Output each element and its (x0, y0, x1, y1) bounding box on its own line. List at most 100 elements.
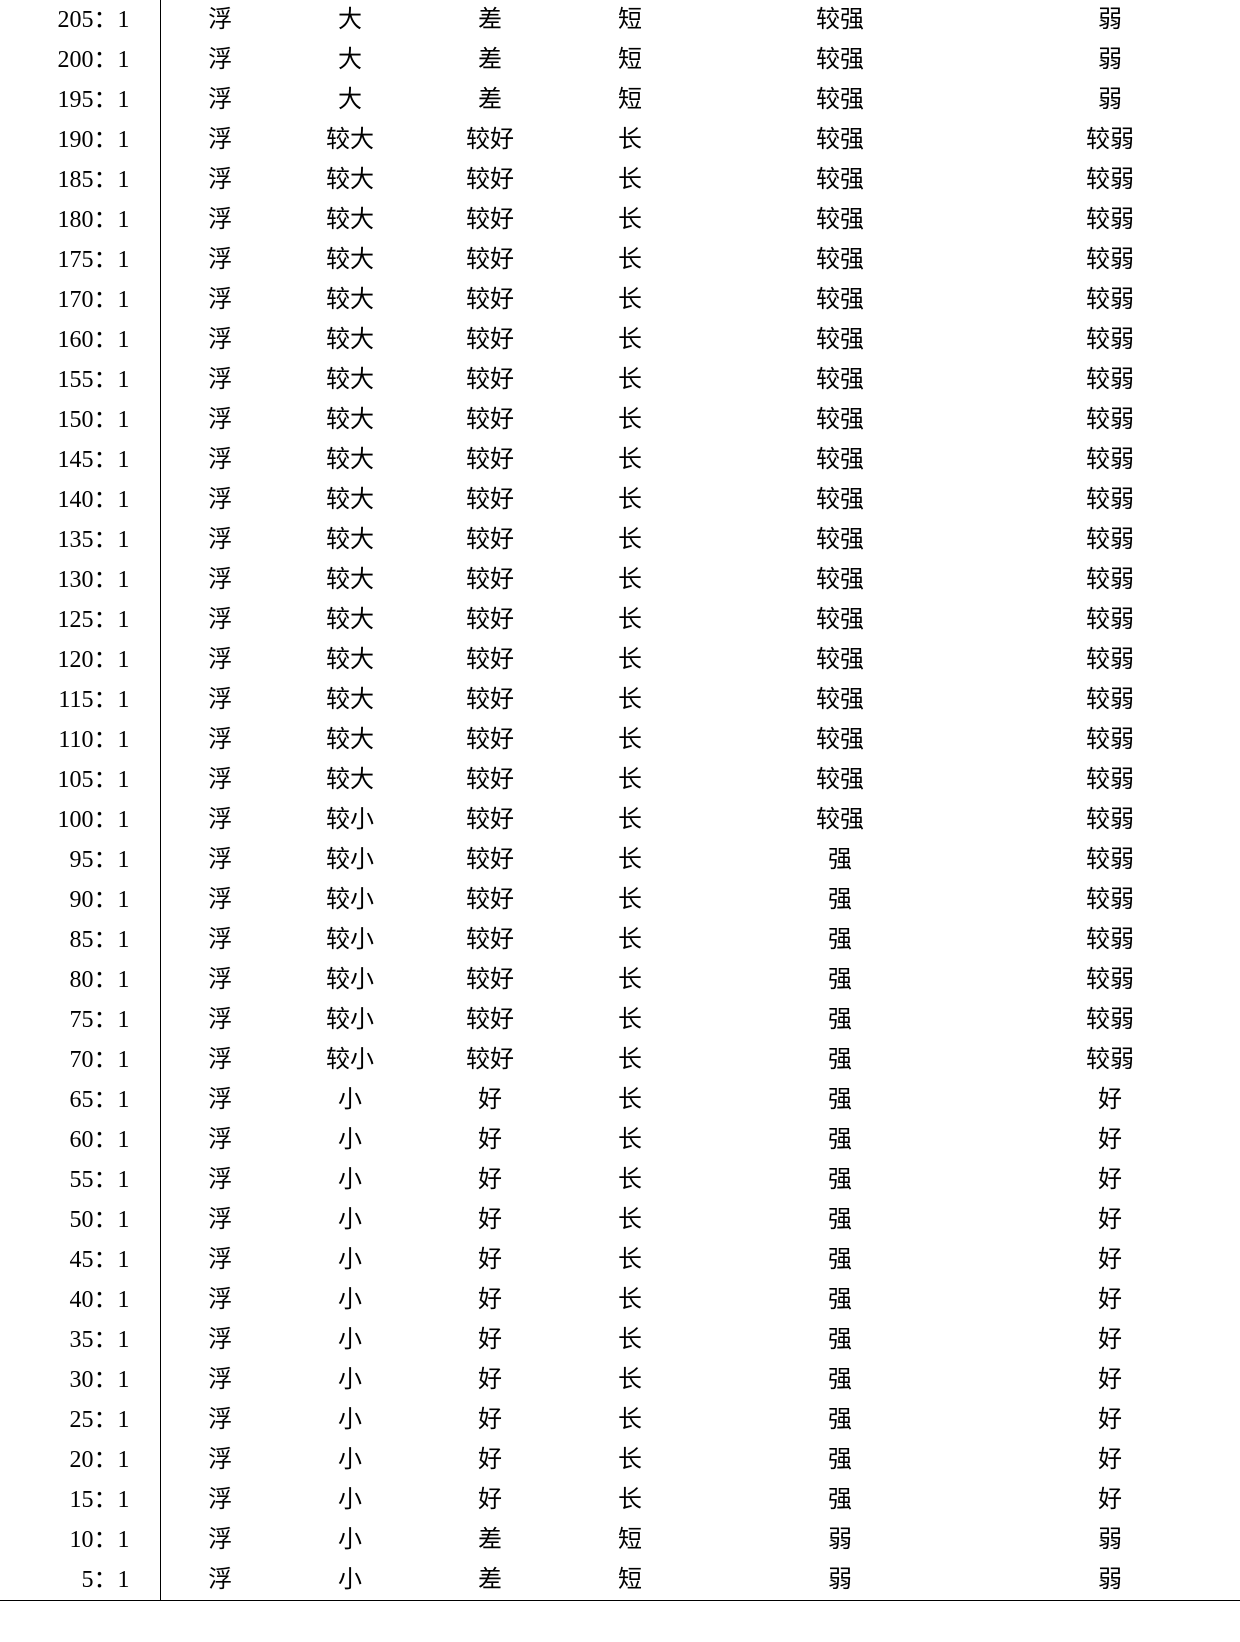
table-cell: 小 (280, 1440, 420, 1480)
table-cell: 好 (420, 1280, 560, 1320)
table-cell: 较弱 (980, 160, 1240, 200)
table-cell: 好 (980, 1320, 1240, 1360)
table-cell: 长 (560, 440, 700, 480)
table-cell: 浮 (160, 1320, 280, 1360)
table-cell: 105：1 (0, 760, 160, 800)
table-cell: 较弱 (980, 960, 1240, 1000)
table-cell: 好 (980, 1080, 1240, 1120)
table-cell: 浮 (160, 760, 280, 800)
table-cell: 较好 (420, 400, 560, 440)
table-cell: 强 (700, 880, 980, 920)
table-cell: 强 (700, 960, 980, 1000)
table-cell: 较好 (420, 920, 560, 960)
table-cell: 较强 (700, 80, 980, 120)
table-cell: 10：1 (0, 1520, 160, 1560)
table-cell: 较大 (280, 760, 420, 800)
table-cell: 差 (420, 1520, 560, 1560)
table-row: 80：1浮较小较好长强较弱 (0, 960, 1240, 1000)
table-cell: 较强 (700, 760, 980, 800)
table-cell: 长 (560, 1000, 700, 1040)
table-cell: 小 (280, 1320, 420, 1360)
table-cell: 长 (560, 1120, 700, 1160)
table-cell: 190：1 (0, 120, 160, 160)
table-cell: 小 (280, 1080, 420, 1120)
table-cell: 较强 (700, 240, 980, 280)
table-cell: 弱 (700, 1520, 980, 1560)
table-cell: 长 (560, 600, 700, 640)
table-row: 35：1浮小好长强好 (0, 1320, 1240, 1360)
table-cell: 浮 (160, 1160, 280, 1200)
table-cell: 较大 (280, 640, 420, 680)
table-cell: 浮 (160, 840, 280, 880)
table-cell: 较弱 (980, 200, 1240, 240)
table-cell: 浮 (160, 1360, 280, 1400)
table-cell: 较弱 (980, 1040, 1240, 1080)
table-cell: 较强 (700, 40, 980, 80)
table-cell: 好 (980, 1360, 1240, 1400)
table-cell: 弱 (980, 40, 1240, 80)
table-cell: 较大 (280, 280, 420, 320)
table-cell: 好 (980, 1280, 1240, 1320)
table-cell: 较大 (280, 720, 420, 760)
table-row: 95：1浮较小较好长强较弱 (0, 840, 1240, 880)
table-cell: 浮 (160, 1000, 280, 1040)
table-row: 130：1浮较大较好长较强较弱 (0, 560, 1240, 600)
table-cell: 30：1 (0, 1360, 160, 1400)
table-cell: 较大 (280, 680, 420, 720)
table-cell: 175：1 (0, 240, 160, 280)
table-cell: 较弱 (980, 600, 1240, 640)
table-cell: 好 (420, 1400, 560, 1440)
table-row: 110：1浮较大较好长较强较弱 (0, 720, 1240, 760)
table-cell: 强 (700, 1240, 980, 1280)
table-cell: 浮 (160, 1120, 280, 1160)
table-row: 125：1浮较大较好长较强较弱 (0, 600, 1240, 640)
table-row: 155：1浮较大较好长较强较弱 (0, 360, 1240, 400)
table-cell: 较强 (700, 640, 980, 680)
table-cell: 长 (560, 1040, 700, 1080)
table-row: 160：1浮较大较好长较强较弱 (0, 320, 1240, 360)
table-cell: 45：1 (0, 1240, 160, 1280)
table-cell: 强 (700, 1200, 980, 1240)
table-cell: 浮 (160, 320, 280, 360)
table-cell: 较弱 (980, 120, 1240, 160)
table-cell: 60：1 (0, 1120, 160, 1160)
table-cell: 较弱 (980, 320, 1240, 360)
table-cell: 200：1 (0, 40, 160, 80)
table-row: 15：1浮小好长强好 (0, 1480, 1240, 1520)
table-cell: 较好 (420, 760, 560, 800)
table-cell: 长 (560, 200, 700, 240)
table-cell: 短 (560, 40, 700, 80)
table-cell: 浮 (160, 0, 280, 40)
table-cell: 较大 (280, 360, 420, 400)
table-cell: 浮 (160, 360, 280, 400)
table-cell: 15：1 (0, 1480, 160, 1520)
table-cell: 强 (700, 1280, 980, 1320)
table-cell: 好 (420, 1200, 560, 1240)
table-cell: 小 (280, 1160, 420, 1200)
table-cell: 较强 (700, 0, 980, 40)
table-cell: 强 (700, 1480, 980, 1520)
table-cell: 长 (560, 1080, 700, 1120)
table-cell: 145：1 (0, 440, 160, 480)
table-cell: 较好 (420, 600, 560, 640)
table-cell: 浮 (160, 680, 280, 720)
table-cell: 长 (560, 720, 700, 760)
table-cell: 较强 (700, 480, 980, 520)
table-cell: 较大 (280, 440, 420, 480)
table-cell: 较弱 (980, 800, 1240, 840)
table-cell: 好 (980, 1440, 1240, 1480)
table-cell: 75：1 (0, 1000, 160, 1040)
table-cell: 弱 (700, 1560, 980, 1601)
table-cell: 长 (560, 1160, 700, 1200)
table-cell: 浮 (160, 1280, 280, 1320)
table-row: 135：1浮较大较好长较强较弱 (0, 520, 1240, 560)
table-cell: 好 (420, 1320, 560, 1360)
table-cell: 长 (560, 640, 700, 680)
table-cell: 较好 (420, 200, 560, 240)
table-cell: 100：1 (0, 800, 160, 840)
table-cell: 好 (420, 1080, 560, 1120)
table-cell: 长 (560, 520, 700, 560)
table-cell: 较好 (420, 160, 560, 200)
table-cell: 较小 (280, 1000, 420, 1040)
table-row: 100：1浮较小较好长较强较弱 (0, 800, 1240, 840)
